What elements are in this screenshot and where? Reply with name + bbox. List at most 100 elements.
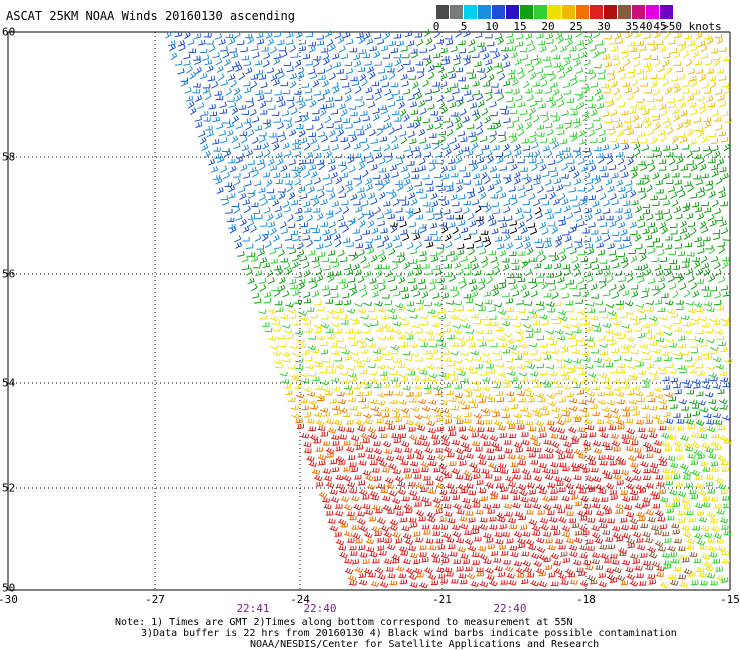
- wind-barb: [362, 469, 371, 476]
- wind-barb: [515, 447, 523, 453]
- wind-barb: [718, 398, 728, 405]
- wind-barb: [675, 455, 684, 460]
- wind-barb: [555, 448, 564, 456]
- wind-barb: [723, 530, 732, 536]
- wind-barb: [517, 277, 525, 283]
- wind-barb: [593, 63, 602, 69]
- wind-barb: [629, 47, 638, 52]
- wind-barb: [677, 274, 685, 283]
- wind-barb: [658, 456, 668, 463]
- wind-barb: [642, 413, 651, 419]
- wind-barb: [477, 277, 486, 284]
- wind-barb: [444, 34, 453, 40]
- wind-barb: [312, 55, 321, 61]
- wind-barb: [472, 440, 481, 447]
- wind-barb: [369, 45, 377, 52]
- wind-barb: [689, 368, 697, 374]
- wind-barb: [516, 573, 525, 578]
- wind-barb: [456, 454, 465, 461]
- wind-barb: [348, 462, 357, 467]
- wind-barb: [314, 152, 322, 159]
- wind-barb: [358, 460, 367, 466]
- wind-barb: [449, 551, 458, 557]
- wind-barb: [485, 204, 492, 213]
- wind-barb: [563, 358, 573, 364]
- wind-barb: [349, 376, 357, 382]
- wind-barb: [670, 403, 678, 409]
- wind-barb: [193, 55, 201, 61]
- wind-barb: [327, 427, 337, 434]
- wind-barb: [515, 33, 524, 40]
- wind-barb: [641, 350, 651, 355]
- wind-barb: [357, 308, 367, 314]
- wind-barb: [496, 66, 504, 74]
- wind-barb: [722, 56, 730, 62]
- wind-barb: [396, 154, 405, 159]
- wind-barb: [574, 416, 582, 423]
- wind-barb: [369, 71, 376, 80]
- wind-barb: [485, 363, 494, 369]
- wind-barb: [318, 74, 326, 80]
- wind-barb: [432, 236, 441, 242]
- wind-barb: [339, 314, 348, 320]
- wind-barb: [613, 566, 622, 574]
- wind-barb: [579, 138, 587, 145]
- wind-barb: [502, 80, 511, 87]
- wind-barb: [493, 557, 502, 563]
- wind-barb: [664, 446, 672, 452]
- wind-barb: [295, 392, 305, 399]
- wind-barb: [466, 306, 475, 312]
- wind-barb: [397, 305, 406, 311]
- wind-barb: [376, 270, 383, 278]
- wind-barb: [599, 343, 608, 348]
- wind-barb: [317, 251, 326, 257]
- wind-barb: [329, 72, 336, 81]
- wind-barb: [289, 344, 298, 350]
- wind-barb: [515, 94, 523, 102]
- wind-barb: [316, 335, 326, 341]
- wind-barb: [342, 206, 350, 215]
- wind-barb: [518, 372, 528, 377]
- wind-barb: [427, 64, 435, 73]
- wind-barb: [655, 179, 663, 186]
- wind-barb: [229, 165, 237, 173]
- wind-barb: [341, 200, 349, 206]
- wind-barb: [510, 350, 520, 356]
- wind-barb: [658, 460, 668, 467]
- wind-barb: [360, 315, 369, 320]
- lon-tick-label: -15: [720, 593, 740, 606]
- wind-barb: [709, 81, 717, 89]
- wind-barb: [708, 399, 717, 404]
- wind-barb: [369, 277, 377, 284]
- wind-barb: [613, 386, 622, 392]
- wind-barb: [549, 166, 557, 173]
- wind-barb: [525, 333, 534, 339]
- wind-barb: [676, 95, 685, 102]
- wind-barb: [517, 424, 525, 430]
- wind-barb: [560, 283, 568, 290]
- wind-barb: [529, 107, 536, 116]
- wind-barb: [577, 309, 586, 315]
- wind-barb: [652, 112, 660, 118]
- legend-swatch: [478, 5, 491, 19]
- wind-barb: [274, 300, 283, 306]
- wind-barb: [274, 243, 283, 249]
- wind-barb: [500, 46, 509, 52]
- wind-barb: [428, 159, 437, 164]
- wind-barb: [250, 202, 259, 208]
- wind-barb: [470, 403, 478, 409]
- wind-barb: [430, 255, 439, 263]
- wind-barb: [234, 241, 242, 249]
- wind-barb: [557, 65, 565, 73]
- wind-barb: [322, 52, 330, 61]
- wind-barb: [622, 289, 630, 297]
- wind-barb: [325, 328, 334, 333]
- wind-barb: [661, 440, 670, 447]
- wind-barb: [374, 87, 382, 95]
- wind-barb: [338, 434, 347, 440]
- wind-barb: [657, 276, 665, 283]
- wind-barb: [398, 546, 408, 552]
- wind-barb: [350, 495, 360, 502]
- wind-barb: [221, 147, 230, 153]
- wind-barb: [618, 551, 627, 556]
